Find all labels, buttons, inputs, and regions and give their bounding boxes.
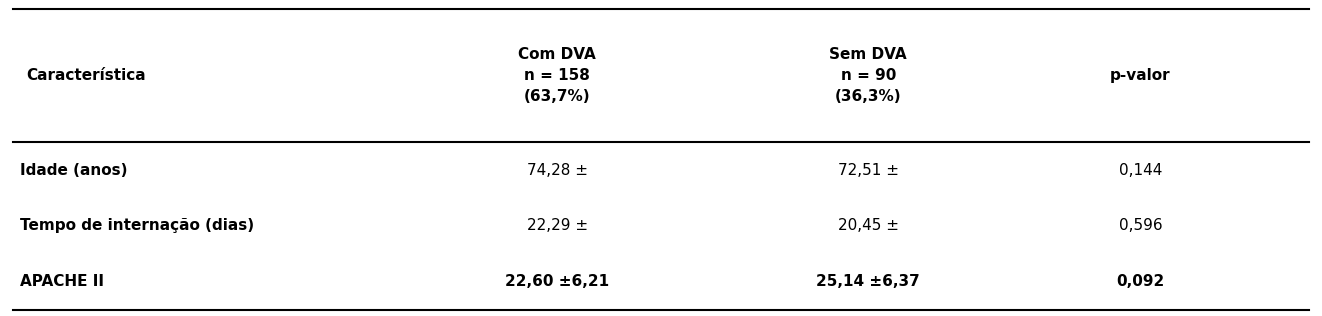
Text: 25,14 ±6,37: 25,14 ±6,37 bbox=[817, 274, 920, 289]
Text: 72,51 ±: 72,51 ± bbox=[838, 163, 899, 178]
Text: 22,29 ±: 22,29 ± bbox=[526, 218, 588, 234]
Text: 20,45 ±: 20,45 ± bbox=[838, 218, 899, 234]
Text: Com DVA
n = 158
(63,7%): Com DVA n = 158 (63,7%) bbox=[518, 47, 596, 104]
Text: Tempo de internação (dias): Tempo de internação (dias) bbox=[20, 218, 254, 234]
Text: APACHE II: APACHE II bbox=[20, 274, 104, 289]
Text: 0,144: 0,144 bbox=[1118, 163, 1162, 178]
Text: Sem DVA
n = 90
(36,3%): Sem DVA n = 90 (36,3%) bbox=[829, 47, 907, 104]
Text: 22,60 ±6,21: 22,60 ±6,21 bbox=[505, 274, 609, 289]
Text: 0,092: 0,092 bbox=[1116, 274, 1165, 289]
Text: 74,28 ±: 74,28 ± bbox=[527, 163, 588, 178]
Text: Idade (anos): Idade (anos) bbox=[20, 163, 127, 178]
Text: 0,596: 0,596 bbox=[1118, 218, 1162, 234]
Text: Característica: Característica bbox=[26, 68, 145, 83]
Text: p-valor: p-valor bbox=[1110, 68, 1171, 83]
